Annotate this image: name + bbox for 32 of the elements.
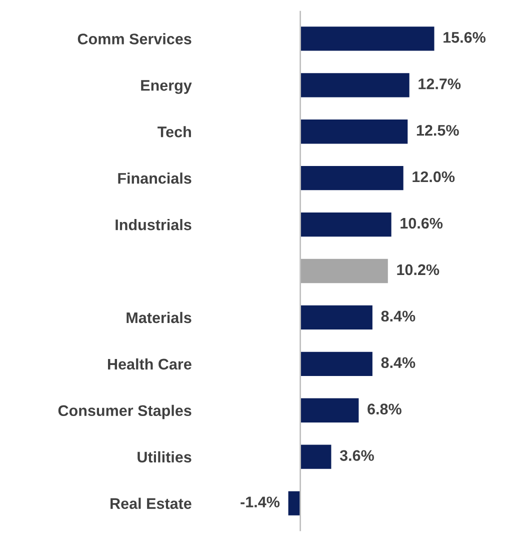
data-label: 12.7% (418, 78, 461, 90)
bar (300, 212, 392, 237)
data-label: 12.0% (412, 171, 455, 182)
data-label: 10.6% (400, 218, 443, 229)
data-label: 8.4% (381, 310, 416, 322)
data-label: 8.4% (381, 357, 416, 368)
data-label: 10.2% (397, 264, 440, 276)
bar (300, 120, 408, 144)
data-label: 6.8% (368, 404, 402, 414)
y-tick-label: Consumer Staples (58, 404, 192, 420)
bar (300, 258, 388, 284)
data-label: -1.4% (240, 496, 280, 508)
bar (300, 73, 410, 98)
bar (300, 166, 404, 190)
y-tick-label: Real Estate (110, 498, 192, 509)
bar (300, 305, 372, 330)
bar (288, 491, 300, 516)
data-label: 15.6% (444, 32, 486, 43)
y-tick-label: Materials (126, 312, 192, 324)
y-tick-label: Health Care (108, 358, 192, 370)
data-label: 12.5% (416, 124, 459, 136)
y-tick-label: Financials (118, 172, 192, 184)
bar (300, 26, 434, 51)
y-tick-label: Tech (158, 126, 191, 138)
bar (300, 444, 332, 469)
bar (300, 398, 359, 422)
y-tick-label: Utilities (138, 451, 192, 463)
bar (300, 352, 372, 376)
y-tick-label: Industrials (116, 219, 192, 230)
y-tick-label: Comm Services (78, 33, 192, 44)
y-tick-label: Energy (141, 80, 192, 94)
data-label: 3.6% (340, 450, 374, 461)
